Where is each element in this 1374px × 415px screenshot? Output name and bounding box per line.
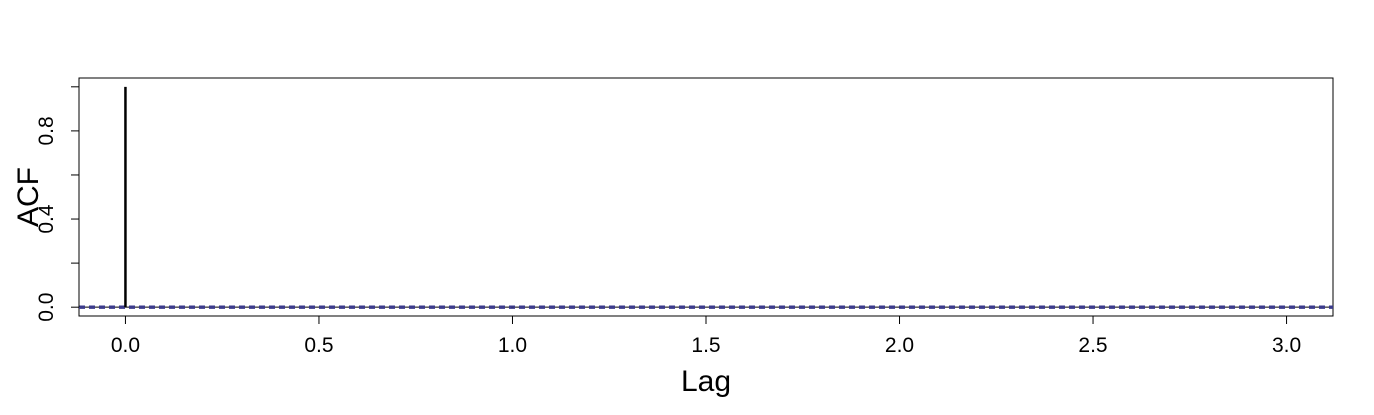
confidence-bounds bbox=[79, 305, 1333, 309]
y-tick-label: 0.0 bbox=[35, 293, 58, 322]
x-tick-label: 2.5 bbox=[1078, 334, 1107, 357]
y-axis: 0.0 0.4 0.8 bbox=[35, 86, 80, 322]
y-axis-title: ACF bbox=[12, 167, 45, 227]
y-tick-label: 0.8 bbox=[35, 116, 58, 145]
x-tick-label: 1.0 bbox=[498, 334, 527, 357]
x-tick-label: 2.0 bbox=[885, 334, 914, 357]
plot-region bbox=[78, 77, 1334, 317]
y-tick-label: 0.4 bbox=[35, 204, 58, 234]
x-tick-label: 3.0 bbox=[1272, 334, 1301, 357]
x-tick-label: 0.5 bbox=[304, 334, 333, 357]
x-tick-label: 0.0 bbox=[111, 334, 140, 357]
plot-frame bbox=[78, 77, 1334, 317]
x-axis: 0.0 0.5 1.0 1.5 2.0 2.5 3.0 bbox=[111, 315, 1301, 357]
x-tick-label: 1.5 bbox=[691, 334, 720, 357]
acf-bars bbox=[124, 86, 1288, 308]
x-axis-title: Lag bbox=[681, 365, 731, 398]
